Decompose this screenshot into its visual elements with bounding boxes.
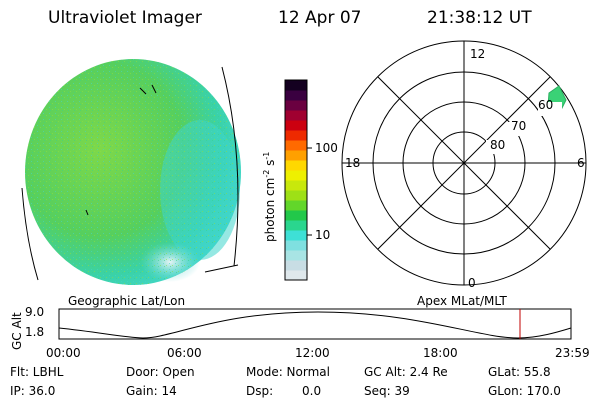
status-glon: GLon: 170.0 — [488, 384, 561, 398]
colorbar-segment — [285, 260, 307, 271]
image-title: Ultraviolet Imager — [48, 8, 202, 28]
timeline-ylabel: GC Alt — [10, 312, 24, 350]
colorbar-segment — [285, 90, 307, 101]
status-dsp-label: Dsp: — [246, 384, 274, 398]
timeline-frame — [58, 308, 572, 340]
limb-line-right — [221, 66, 239, 267]
status-seq: Seq: 39 — [364, 384, 410, 398]
status-mode: Mode: Normal — [246, 365, 330, 379]
colorbar-segment — [285, 250, 307, 261]
mlt-label-12: 12 — [470, 47, 486, 61]
colorbar-segment — [285, 180, 307, 191]
mlat-label-80: 80 — [490, 138, 506, 152]
colorbar-segment — [285, 100, 307, 111]
colorbar-segment — [285, 140, 307, 151]
status-door: Door: Open — [126, 365, 195, 379]
altitude-timeline — [58, 308, 572, 340]
timeline-ytick-bottom: 1.8 — [25, 325, 45, 339]
colorbar-segment — [285, 130, 307, 141]
unit-mid: s — [263, 159, 277, 166]
observation-date: 12 Apr 07 — [278, 8, 362, 28]
mlt-label-6: 6 — [577, 156, 585, 170]
status-gain: Gain: 14 — [126, 384, 177, 398]
timeline-xtick-0000: 00:00 — [46, 346, 81, 360]
status-dsp-value: 0.0 — [302, 384, 322, 398]
timeline-xtick-2359: 23:59 — [555, 346, 590, 360]
colorbar-segment — [285, 210, 307, 221]
colorbar-segment — [285, 160, 307, 171]
mlt-label-bg-12 — [468, 49, 488, 63]
colorbar-segment — [285, 270, 307, 281]
timeline-ytick-top: 9.0 — [25, 305, 45, 319]
noise-overlay — [25, 59, 241, 285]
unit-exp2: -1 — [262, 151, 271, 160]
status-gc-alt: GC Alt: 2.4 Re — [364, 365, 448, 379]
mlat-label-60: 60 — [538, 98, 554, 112]
limb-line-bottom — [204, 264, 239, 273]
colorbar-segment — [285, 120, 307, 131]
coast-mark-small — [85, 209, 89, 216]
mlt-label-18: 18 — [345, 156, 361, 170]
polar-grid — [341, 40, 587, 286]
colorbar-segment — [285, 150, 307, 161]
status-filter: Flt: LBHL — [10, 365, 64, 379]
ring-label-bg-60 — [538, 102, 562, 116]
status-glat: GLat: 55.8 — [488, 365, 551, 379]
coast-marks — [139, 84, 157, 95]
colorbar-segment — [285, 80, 307, 91]
colorbar-frame — [284, 79, 308, 281]
mlt-label-0: 0 — [468, 276, 476, 290]
colorbar-segment — [285, 220, 307, 231]
limb-line-left — [21, 187, 39, 281]
uv-earth-image — [21, 59, 241, 285]
mlat-label-70: 70 — [511, 119, 527, 133]
status-ip: IP: 36.0 — [10, 384, 56, 398]
timeline-xtick-1200: 12:00 — [295, 346, 330, 360]
observation-time: 21:38:12 UT — [427, 8, 532, 28]
colorbar-segment — [285, 240, 307, 251]
colorbar-segment — [285, 230, 307, 241]
colorbar-tick-label-100: 100 — [315, 141, 338, 155]
projection-label-geographic: Geographic Lat/Lon — [68, 294, 186, 308]
projection-label-apex: Apex MLat/MLT — [417, 294, 507, 308]
timeline-xtick-0600: 06:00 — [167, 346, 202, 360]
timeline-xtick-1800: 18:00 — [423, 346, 458, 360]
colorbar-unit-label: photon cm-2 s-1 — [262, 152, 277, 242]
colorbar-segment — [285, 170, 307, 181]
unit-main: photon cm — [263, 177, 277, 242]
colorbar-tick-label-10: 10 — [315, 228, 331, 242]
polar-diagonal-2 — [377, 76, 551, 250]
colorbar-segment — [285, 190, 307, 201]
ring-label-bg-80 — [486, 140, 506, 154]
colorbar-segment — [285, 110, 307, 121]
ring-label-bg-70 — [508, 122, 528, 136]
colorbar — [284, 79, 312, 281]
unit-exp1: -2 — [262, 169, 271, 178]
colorbar-segment — [285, 200, 307, 211]
altitude-curve — [58, 311, 572, 339]
